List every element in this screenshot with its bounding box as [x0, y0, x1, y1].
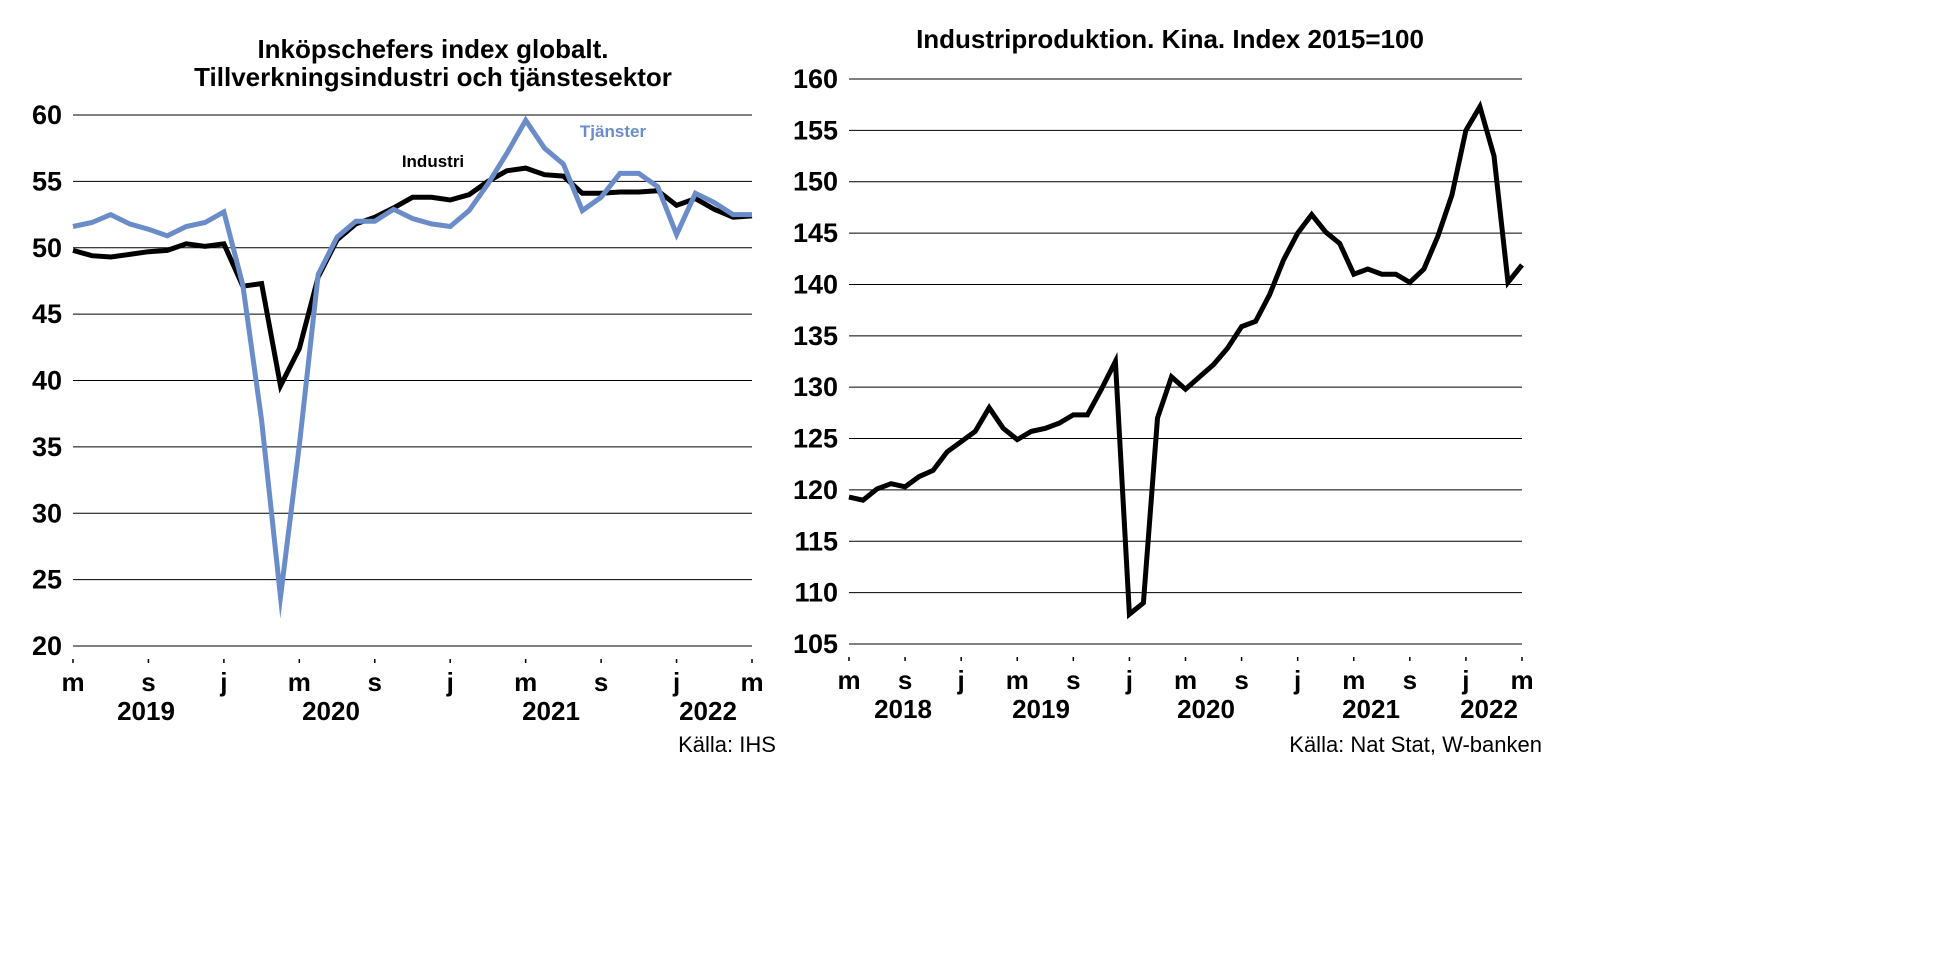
right-source: Källa: Nat Stat, W-banken — [1289, 732, 1542, 757]
y-tick-label: 20 — [32, 631, 62, 661]
x-tick-label: m — [1342, 665, 1365, 695]
year-label: 2021 — [522, 696, 580, 726]
year-label: 2019 — [1012, 694, 1070, 724]
year-label: 2019 — [117, 696, 175, 726]
left-chart-title-line2: Tillverkningsindustri och tjänstesektor — [194, 62, 672, 92]
series-line-industri — [72, 165, 753, 394]
y-tick-label: 160 — [793, 64, 838, 94]
y-tick-label: 140 — [793, 269, 838, 299]
series-line-industriproduktion — [848, 100, 1524, 620]
y-tick-label: 130 — [793, 372, 838, 402]
left-series-lines — [72, 115, 753, 619]
x-tick-label: j — [1461, 665, 1469, 695]
tjanster-series-label: Tjänster — [580, 122, 647, 141]
x-tick-label: j — [957, 665, 965, 695]
left-chart: Inköpschefers index globalt. Tillverknin… — [32, 34, 776, 757]
right-chart-title: Industriproduktion. Kina. Index 2015=100 — [916, 24, 1424, 54]
series-line-tjänster — [72, 115, 752, 619]
year-label: 2022 — [1460, 694, 1518, 724]
left-year-labels: 2019 2020 2021 2022 — [117, 696, 737, 726]
x-tick-label: s — [898, 665, 912, 695]
y-tick-label: 35 — [32, 432, 62, 462]
y-tick-label: 150 — [793, 167, 838, 197]
industri-series-label: Industri — [402, 152, 464, 171]
x-tick-label: s — [141, 667, 155, 697]
year-label: 2020 — [302, 696, 360, 726]
left-gridlines — [73, 114, 752, 647]
year-label: 2022 — [679, 696, 737, 726]
y-tick-label: 110 — [794, 578, 838, 608]
right-chart: Industriproduktion. Kina. Index 2015=100… — [793, 24, 1542, 757]
x-tick-label: m — [288, 667, 311, 697]
x-tick-label: m — [1006, 665, 1029, 695]
y-tick-label: 30 — [32, 498, 62, 528]
y-tick-label: 155 — [793, 115, 838, 145]
y-tick-label: 45 — [32, 299, 62, 329]
y-tick-label: 25 — [32, 565, 62, 595]
y-tick-label: 115 — [794, 526, 838, 556]
right-year-labels: 2018 2019 2020 2021 2022 — [874, 694, 1518, 724]
y-tick-label: 120 — [793, 475, 838, 505]
x-tick-label: m — [740, 667, 763, 697]
y-tick-label: 105 — [793, 629, 838, 659]
year-label: 2018 — [874, 694, 932, 724]
left-source: Källa: IHS — [678, 732, 776, 757]
x-tick-label: j — [446, 667, 454, 697]
x-tick-label: j — [219, 667, 227, 697]
x-tick-label: s — [1066, 665, 1080, 695]
y-tick-label: 40 — [32, 366, 62, 396]
left-chart-title-line1: Inköpschefers index globalt. — [257, 34, 608, 64]
x-tick-label: m — [61, 667, 84, 697]
right-series-lines — [848, 100, 1524, 620]
x-tick-label: s — [368, 667, 382, 697]
year-label: 2020 — [1177, 694, 1235, 724]
x-tick-label: j — [1125, 665, 1133, 695]
y-tick-label: 60 — [32, 100, 62, 130]
x-tick-label: m — [1174, 665, 1197, 695]
x-tick-label: m — [514, 667, 537, 697]
x-tick-label: j — [1293, 665, 1301, 695]
x-tick-label: s — [1403, 665, 1417, 695]
y-tick-label: 50 — [32, 233, 62, 263]
x-tick-label: m — [837, 665, 860, 695]
y-tick-label: 135 — [793, 321, 838, 351]
left-y-axis-ticks: 20 25 30 35 40 45 50 55 60 — [32, 100, 62, 661]
x-tick-label: m — [1510, 665, 1533, 695]
y-tick-label: 55 — [32, 166, 62, 196]
right-y-axis-ticks: 105 110 115 120 125 130 135 140 145 150 155 160 — [793, 64, 838, 659]
x-tick-label: s — [594, 667, 608, 697]
right-gridlines — [849, 78, 1522, 645]
y-tick-label: 125 — [793, 424, 838, 454]
x-tick-label: s — [1234, 665, 1248, 695]
y-tick-label: 145 — [793, 218, 838, 248]
x-tick-label: j — [672, 667, 680, 697]
year-label: 2021 — [1342, 694, 1400, 724]
